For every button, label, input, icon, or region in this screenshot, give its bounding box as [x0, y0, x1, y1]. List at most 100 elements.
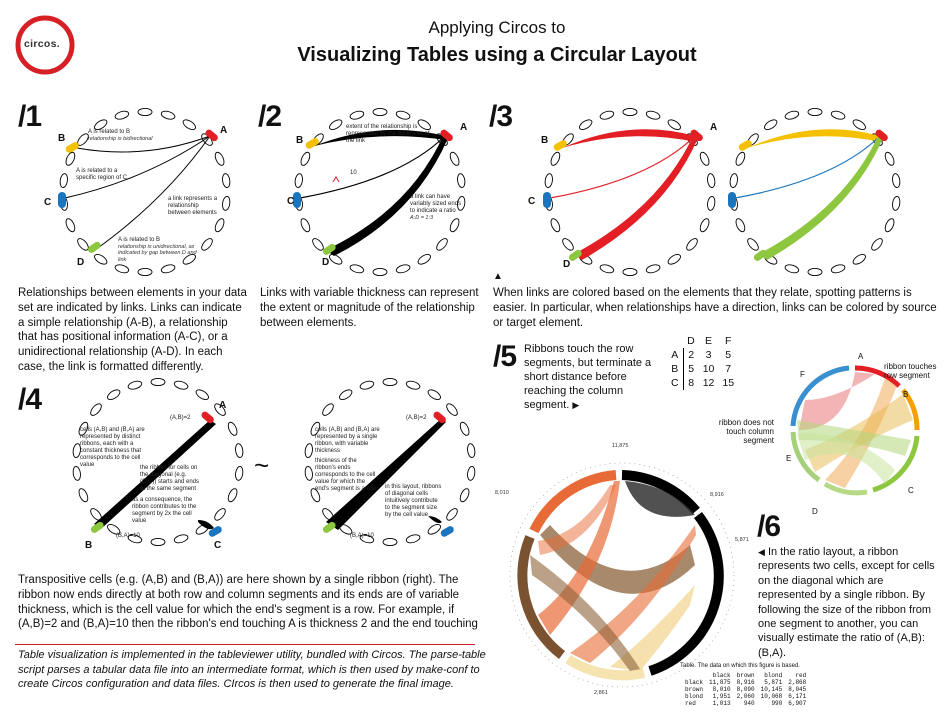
segment-oval	[214, 218, 225, 233]
panel3-caption-marker: ▲	[493, 271, 503, 282]
segment-oval	[372, 267, 388, 277]
panel3-diagram-right	[728, 107, 901, 277]
segment-oval	[884, 218, 895, 233]
segment-oval	[214, 151, 225, 166]
panel3-label-a: A	[710, 122, 718, 133]
footer-text: Table visualization is implemented in th…	[18, 649, 486, 691]
segment-oval	[764, 119, 778, 130]
circos-logo: circos.	[15, 15, 75, 75]
segment-oval	[830, 264, 846, 274]
segment-oval	[300, 151, 311, 166]
segment-oval	[459, 488, 470, 503]
panel1-ann-ab: A is related to B relationship is bidire…	[88, 129, 178, 142]
panel2-label-a: A	[460, 122, 468, 133]
segment-oval	[417, 119, 431, 130]
panel3-caption: When links are colored based on the elem…	[493, 287, 937, 329]
p6-td: 2,868	[788, 679, 807, 686]
segment-oval	[667, 119, 681, 130]
segment-oval	[214, 403, 226, 416]
segment-oval	[72, 443, 81, 458]
logo-text: circos.	[24, 38, 60, 50]
panel4-diagram-left	[72, 377, 244, 547]
segment-oval	[667, 254, 681, 265]
panel1-ann-ab-main: A is related to B	[88, 129, 131, 135]
p5-cell: 8	[688, 377, 695, 389]
segment-oval	[645, 110, 661, 120]
panel5-chord-diagram	[790, 365, 920, 496]
panel4-left-ba: (B,A)=10	[116, 533, 140, 539]
segment-oval	[127, 380, 143, 390]
segment-oval	[72, 466, 81, 481]
segment-oval	[329, 254, 343, 265]
segment-oval	[150, 377, 166, 387]
p6-td: 1,951	[712, 693, 731, 700]
segment-oval	[235, 466, 244, 481]
panel4-label-c: C	[214, 540, 222, 551]
panel5-caption: Ribbons touch the row segments, but term…	[524, 342, 664, 412]
panel6-caption-marker: ◀	[758, 547, 765, 557]
segment-oval	[622, 267, 638, 277]
p6-td: 11,875	[709, 679, 731, 686]
p6-td: 8,045	[788, 686, 807, 693]
panel3-label-b: B	[541, 135, 549, 146]
p6-td: 2,060	[736, 693, 755, 700]
segment-oval	[784, 110, 800, 120]
p6-td: 8,916	[736, 679, 755, 686]
segment-oval	[449, 218, 460, 233]
p5-cell: 3	[705, 349, 712, 361]
panel5-matrix-table: D E F A 2 3 5 B 5 10 7 C 8 12 15	[667, 334, 738, 390]
panel2-ann-ten: 10	[350, 170, 357, 176]
panel1-diagram	[58, 107, 231, 277]
segment-oval	[544, 173, 553, 188]
segment-oval	[729, 173, 738, 188]
segment-oval	[686, 238, 698, 251]
panel4-right-ba: (B,A)=10	[350, 533, 374, 539]
segment-oval	[59, 173, 68, 188]
segment-oval	[94, 119, 108, 130]
segment-oval	[459, 421, 470, 436]
p6-td: 8,010	[712, 686, 731, 693]
panel6-chord-diagram	[509, 462, 735, 688]
segment-oval	[457, 196, 466, 211]
segment-oval	[599, 264, 615, 274]
panel5-ann-touch: ribbon touches row segment	[884, 362, 937, 380]
segment-oval	[304, 443, 313, 458]
panel4-left-ann2: the ribbon for cells on the diagonal (e.…	[140, 465, 200, 492]
segment-oval	[107, 524, 121, 535]
p6-table-caption: Table. The data on which this figure is …	[680, 663, 800, 669]
segment-oval	[457, 173, 466, 188]
panel1-ann-ad-sub: relationship is unidirectional, as indic…	[118, 244, 197, 263]
segment-oval	[871, 238, 883, 251]
panel3-label-d: D	[563, 259, 571, 270]
panel4-right-ann1: cells (A,B) and (B,A) are represented by…	[315, 427, 380, 454]
p5-cell: 7	[725, 363, 732, 375]
segment-oval	[182, 254, 196, 265]
p6-val-right: 8,916	[710, 492, 724, 498]
p5-cell: 15	[722, 377, 735, 389]
segment-oval	[359, 380, 375, 390]
segment-oval	[65, 151, 76, 166]
panel1-ann-link: a link represents a relationship between…	[168, 196, 218, 216]
page-title-line2: Visualizing Tables using a Circular Layo…	[297, 44, 697, 66]
panel4-right-ab: (A,B)=2	[406, 415, 427, 421]
panel1-number: /1	[18, 100, 42, 133]
segment-oval	[114, 264, 130, 274]
segment-oval	[699, 151, 710, 166]
segment-oval	[77, 238, 89, 251]
segment-oval	[65, 218, 76, 233]
p5-col-header: D	[687, 335, 695, 347]
panel2-ann-variable-main: a link can have variably sized ends to i…	[410, 194, 462, 214]
p6-td: 6,907	[788, 700, 807, 707]
segment-oval	[294, 173, 303, 188]
segment-oval	[150, 537, 166, 547]
panel2-ann-extent: extent of the relationship is represente…	[346, 124, 430, 144]
panel2-label-d: D	[322, 257, 330, 268]
segment-oval	[699, 218, 710, 233]
p5-cell: 5	[725, 349, 732, 361]
panel1-label-a: A	[220, 125, 228, 136]
segment-oval	[884, 151, 895, 166]
p6-td: red	[685, 700, 696, 707]
p5-cell: 10	[702, 363, 715, 375]
panel1-caption: Relationships between elements in your d…	[18, 287, 247, 373]
segment-oval	[312, 238, 324, 251]
